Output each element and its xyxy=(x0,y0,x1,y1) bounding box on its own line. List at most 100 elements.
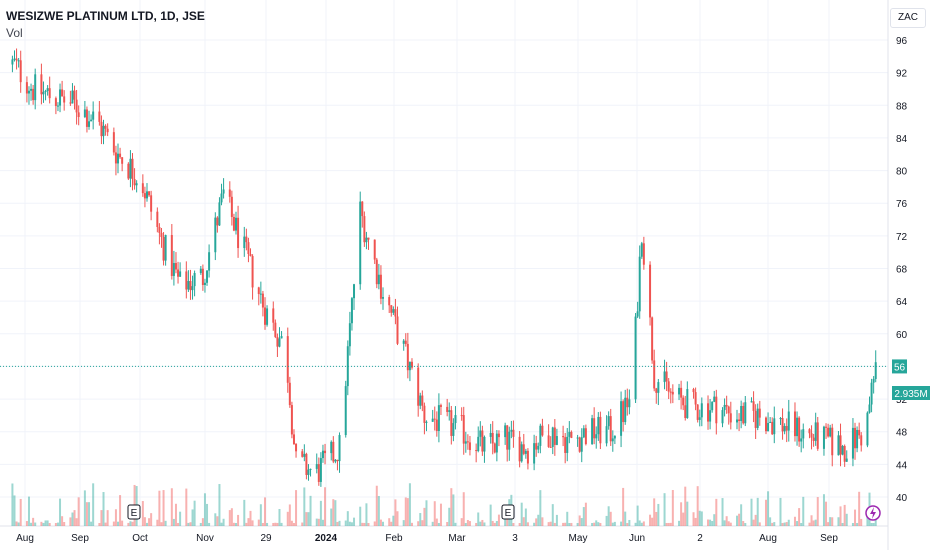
price-tick-label: 92 xyxy=(896,69,908,80)
candle-body xyxy=(454,415,457,424)
volume-bar xyxy=(483,522,486,526)
candle-body xyxy=(593,418,596,439)
volume-bar xyxy=(816,497,819,526)
candle-body xyxy=(201,268,204,285)
currency-button[interactable]: ZAC xyxy=(890,8,926,28)
candle-body xyxy=(367,237,370,240)
price-tick-label: 76 xyxy=(896,199,908,210)
candle-body xyxy=(611,438,614,442)
volume-label: Vol xyxy=(6,26,23,40)
candle-body xyxy=(477,436,480,451)
candle-body xyxy=(346,346,349,387)
candle-body xyxy=(872,378,875,383)
candle-body xyxy=(220,193,223,203)
candles[interactable] xyxy=(11,48,877,487)
volume-bar xyxy=(477,512,480,526)
candle-body xyxy=(334,459,337,462)
volume-bar xyxy=(727,521,730,526)
candle-body xyxy=(539,425,542,446)
candle-body xyxy=(199,268,202,273)
volume-bar xyxy=(493,522,496,526)
candle-body xyxy=(489,432,492,437)
volume-bar xyxy=(866,515,869,526)
volume-bar xyxy=(419,513,422,526)
candle-body xyxy=(860,435,863,446)
volume-bar xyxy=(317,518,320,526)
candle-body xyxy=(406,343,409,371)
candle-body xyxy=(562,436,565,438)
volume-bar xyxy=(98,523,101,526)
volume-bar xyxy=(27,496,30,526)
volume-bar xyxy=(796,521,799,526)
candle-body xyxy=(785,425,788,431)
candle-body xyxy=(286,336,289,383)
volume-bar xyxy=(827,522,830,526)
candle-body xyxy=(410,361,413,368)
candle-body xyxy=(707,403,710,422)
volume-bar xyxy=(744,523,747,526)
candle-body xyxy=(578,437,581,452)
volume-bar xyxy=(48,522,51,526)
earnings-marker[interactable]: E xyxy=(501,504,515,520)
volume-bar xyxy=(292,522,295,526)
volume-bar xyxy=(104,522,107,526)
volume-bar xyxy=(682,512,685,526)
candle-body xyxy=(638,256,641,312)
candle-body xyxy=(655,388,658,393)
grid xyxy=(0,0,888,526)
volume-bar xyxy=(332,499,335,526)
candle-body xyxy=(324,450,327,454)
candle-body xyxy=(13,58,16,60)
volume-bar xyxy=(100,510,103,526)
volume-bars[interactable] xyxy=(11,483,877,526)
candle-body xyxy=(640,243,643,257)
candle-body xyxy=(709,410,712,422)
volume-bar xyxy=(435,518,438,526)
candle-body xyxy=(40,74,43,95)
volume-bar xyxy=(829,517,832,526)
candle-body xyxy=(692,389,695,393)
volume-bar xyxy=(19,498,22,526)
candle-body xyxy=(232,216,235,231)
candle-body xyxy=(729,413,732,423)
volume-bar xyxy=(713,514,716,526)
volume-bar xyxy=(185,488,188,526)
candle-body xyxy=(812,437,815,441)
volume-bar xyxy=(247,518,250,526)
candle-body xyxy=(25,82,28,94)
candle-body xyxy=(526,450,529,464)
volume-bar xyxy=(117,521,120,526)
candle-body xyxy=(361,201,364,217)
candle-body xyxy=(721,410,724,424)
candle-body xyxy=(319,458,322,482)
volume-bar xyxy=(599,522,602,526)
volume-bar xyxy=(578,515,581,526)
earnings-marker[interactable]: E xyxy=(127,504,141,520)
volume-bar xyxy=(145,522,148,526)
earnings-marker-label: E xyxy=(131,508,138,519)
volume-bar xyxy=(512,522,515,526)
lightning-icon[interactable] xyxy=(865,505,881,521)
last-price-badge-text: 56 xyxy=(894,362,906,373)
candle-body xyxy=(353,284,356,299)
candle-body xyxy=(829,427,832,437)
candle-body xyxy=(69,102,72,104)
volume-bar xyxy=(114,509,117,526)
candle-body xyxy=(187,281,190,290)
volume-bar xyxy=(665,522,668,526)
candle-body xyxy=(222,189,225,194)
candle-body xyxy=(851,427,854,459)
candle-body xyxy=(276,336,279,347)
time-axis[interactable]: Aug Sep Oct Nov 29 2024 Feb Mar 3 May Jun 2 Aug Sep xyxy=(16,533,838,544)
candle-body xyxy=(305,453,308,475)
volume-bar xyxy=(742,521,745,526)
candle-body xyxy=(479,430,482,437)
volume-bar xyxy=(421,520,424,526)
price-axis[interactable]: 96 92 88 84 80 76 72 68 64 60 56 52 48 44 40 xyxy=(896,36,908,504)
volume-bar xyxy=(301,522,304,526)
candle-body xyxy=(628,399,631,408)
volume-bar xyxy=(738,513,741,526)
volume-bar xyxy=(504,518,507,526)
